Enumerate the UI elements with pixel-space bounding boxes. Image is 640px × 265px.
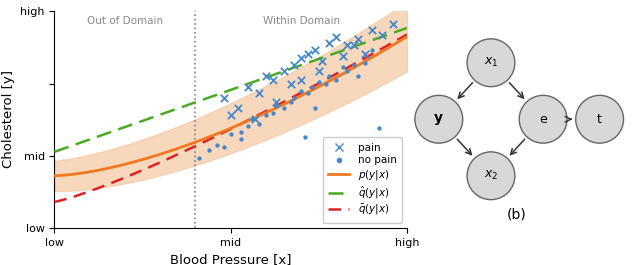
- Point: [353, 74, 363, 78]
- Point: [225, 132, 236, 136]
- Text: e: e: [540, 113, 547, 126]
- Point: [232, 106, 243, 111]
- Point: [300, 135, 310, 139]
- Point: [296, 78, 307, 82]
- Point: [360, 61, 370, 65]
- Point: [374, 126, 384, 130]
- Point: [285, 82, 296, 87]
- Text: (b): (b): [507, 207, 527, 221]
- Text: $x_1$: $x_1$: [484, 56, 498, 69]
- Point: [246, 117, 257, 121]
- Text: Within Domain: Within Domain: [262, 16, 340, 26]
- Point: [332, 34, 342, 39]
- Point: [285, 100, 296, 104]
- Circle shape: [467, 152, 515, 200]
- Text: $x_2$: $x_2$: [484, 169, 498, 182]
- Point: [310, 106, 321, 111]
- Point: [339, 54, 349, 58]
- Point: [324, 74, 335, 78]
- Point: [250, 117, 260, 121]
- Point: [289, 95, 300, 100]
- Point: [349, 43, 359, 47]
- Point: [332, 78, 342, 82]
- Point: [289, 63, 300, 67]
- Point: [307, 85, 317, 89]
- Point: [243, 124, 253, 128]
- Point: [321, 82, 331, 87]
- X-axis label: Blood Pressure [x]: Blood Pressure [x]: [170, 253, 291, 265]
- Point: [211, 143, 221, 147]
- Point: [367, 48, 377, 52]
- Point: [218, 145, 228, 150]
- Text: $\mathbf{y}$: $\mathbf{y}$: [433, 112, 444, 127]
- Legend: pain, no pain, $p(y|x)$, $\hat{q}(y|x)$, $\bar{q}(y|x)$: pain, no pain, $p(y|x)$, $\hat{q}(y|x)$,…: [323, 138, 402, 223]
- Point: [268, 111, 278, 115]
- Point: [303, 91, 314, 95]
- Text: t: t: [597, 113, 602, 126]
- Point: [204, 148, 214, 152]
- Text: Out of Domain: Out of Domain: [87, 16, 163, 26]
- Point: [194, 156, 204, 161]
- Point: [278, 106, 289, 111]
- Point: [225, 113, 236, 117]
- Point: [253, 91, 264, 95]
- Circle shape: [519, 95, 567, 143]
- Point: [236, 130, 246, 134]
- Point: [310, 48, 321, 52]
- Point: [243, 85, 253, 89]
- Point: [314, 80, 324, 85]
- Point: [271, 104, 282, 108]
- Point: [360, 52, 370, 56]
- Point: [271, 100, 282, 104]
- Point: [353, 37, 363, 41]
- Point: [218, 95, 228, 100]
- Point: [349, 63, 359, 67]
- Point: [296, 89, 307, 93]
- Point: [367, 28, 377, 32]
- Point: [296, 56, 307, 60]
- Point: [268, 78, 278, 82]
- Point: [377, 32, 387, 37]
- Circle shape: [415, 95, 463, 143]
- Point: [388, 21, 398, 26]
- Point: [339, 65, 349, 69]
- Point: [342, 69, 352, 74]
- Point: [260, 113, 271, 117]
- Circle shape: [467, 39, 515, 87]
- Point: [314, 69, 324, 74]
- Point: [303, 52, 314, 56]
- Point: [278, 69, 289, 74]
- Point: [236, 137, 246, 141]
- Point: [342, 43, 352, 47]
- Point: [317, 59, 328, 63]
- Point: [324, 41, 335, 45]
- Y-axis label: Cholesterol [y]: Cholesterol [y]: [2, 70, 15, 168]
- Circle shape: [576, 95, 623, 143]
- Point: [260, 74, 271, 78]
- Point: [253, 121, 264, 126]
